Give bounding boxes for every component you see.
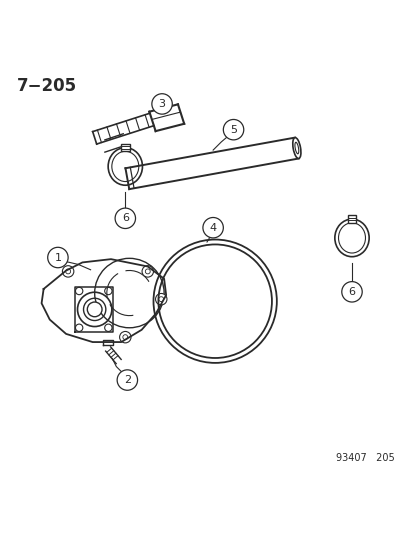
Circle shape <box>152 94 172 114</box>
Circle shape <box>341 281 361 302</box>
Text: 3: 3 <box>158 99 165 109</box>
Text: 93407   205: 93407 205 <box>335 454 394 463</box>
Circle shape <box>202 217 223 238</box>
Text: 4: 4 <box>209 223 216 233</box>
FancyBboxPatch shape <box>121 144 130 151</box>
Text: 6: 6 <box>348 287 355 297</box>
Ellipse shape <box>292 138 300 158</box>
Circle shape <box>62 265 74 277</box>
Text: 5: 5 <box>230 125 237 135</box>
Circle shape <box>223 119 243 140</box>
Circle shape <box>115 208 135 229</box>
FancyBboxPatch shape <box>347 215 356 223</box>
Circle shape <box>117 370 137 390</box>
Circle shape <box>142 265 153 277</box>
Text: 6: 6 <box>121 213 128 223</box>
Circle shape <box>119 332 131 343</box>
Circle shape <box>47 247 68 268</box>
Circle shape <box>87 302 102 317</box>
Text: 1: 1 <box>54 253 61 263</box>
Text: 2: 2 <box>123 375 131 385</box>
Circle shape <box>155 294 166 305</box>
Text: 7−205: 7−205 <box>17 77 77 94</box>
